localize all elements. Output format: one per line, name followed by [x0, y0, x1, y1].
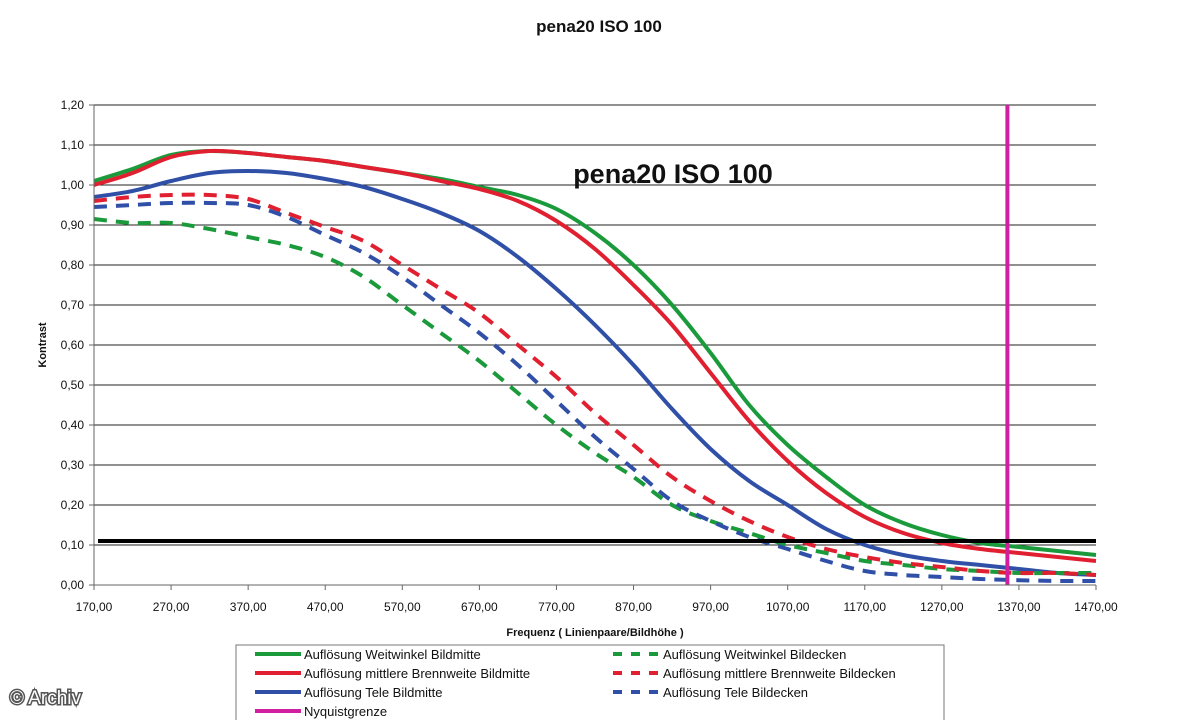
series-line-0 — [93, 148, 1097, 557]
series-line-1 — [93, 148, 1097, 563]
y-tick-label-4: 0,40 — [61, 418, 85, 432]
y-tick-label-6: 0,60 — [61, 338, 85, 352]
x-tick-label-8: 970,00 — [692, 600, 729, 614]
gridlines — [94, 104, 1096, 546]
legend-label-4: Auflösung mittlere Brennweite Bildecken — [663, 666, 896, 681]
y-tick-label-1: 0,10 — [61, 538, 85, 552]
y-tick-label-12: 1,20 — [61, 98, 85, 112]
y-axis-ticks: 0,00 0,10 0,20 0,30 0,40 0,50 0,60 0,70 0,80 0,90… — [61, 98, 94, 592]
x-tick-label-0: 170,00 — [76, 600, 113, 614]
x-tick-label-10: 1170,00 — [844, 600, 887, 614]
legend-label-6: Nyquistgrenze — [304, 704, 387, 719]
series-line-3 — [93, 217, 1096, 576]
y-tick-label-5: 0,50 — [61, 378, 85, 392]
legend: Auflösung Weitwinkel Bildmitte Auflösung … — [235, 644, 945, 720]
x-tick-label-7: 870,00 — [615, 600, 652, 614]
y-tick-label-7: 0,70 — [61, 298, 85, 312]
legend-label-0: Auflösung Weitwinkel Bildmitte — [304, 647, 481, 662]
x-tick-label-13: 1470,00 — [1074, 600, 1118, 614]
legend-label-1: Auflösung mittlere Brennweite Bildmitte — [304, 666, 530, 681]
legend-items: Auflösung Weitwinkel Bildmitte Auflösung … — [255, 647, 896, 719]
y-axis-label: Kontrast — [37, 322, 49, 368]
series-line-4 — [93, 192, 1097, 577]
legend-label-5: Auflösung Tele Bildecken — [663, 685, 808, 700]
x-tick-label-1: 270,00 — [153, 600, 190, 614]
x-axis-ticks: 170,00 270,00 370,00 470,00 570,00 670,00 770,… — [76, 585, 1118, 614]
y-tick-label-0: 0,00 — [61, 578, 85, 592]
y-tick-label-2: 0,20 — [61, 498, 85, 512]
x-tick-label-11: 1270,00 — [920, 600, 964, 614]
inner-chart-title: pena20 ISO 100 — [573, 159, 773, 189]
x-tick-label-6: 770,00 — [538, 600, 575, 614]
y-tick-label-8: 0,80 — [61, 258, 85, 272]
x-tick-label-4: 570,00 — [384, 600, 421, 614]
legend-label-3: Auflösung Weitwinkel Bildecken — [663, 647, 846, 662]
y-tick-label-3: 0,30 — [61, 458, 85, 472]
x-tick-label-12: 1370,00 — [997, 600, 1041, 614]
legend-label-2: Auflösung Tele Bildmitte — [304, 685, 443, 700]
y-tick-label-9: 0,90 — [61, 218, 85, 232]
x-tick-label-2: 370,00 — [230, 600, 267, 614]
x-tick-label-3: 470,00 — [307, 600, 344, 614]
copyright-credit: © Archiv — [10, 688, 82, 709]
y-tick-label-10: 1,00 — [61, 178, 85, 192]
x-axis-label: Frequenz ( Linienpaare/Bildhöhe ) — [506, 627, 684, 639]
chart-title: pena20 ISO 100 — [536, 17, 662, 36]
legend-box — [235, 644, 945, 720]
y-tick-label-11: 1,10 — [61, 138, 85, 152]
series-line-2 — [93, 168, 1097, 577]
x-tick-label-5: 670,00 — [461, 600, 498, 614]
x-tick-label-9: 1070,00 — [766, 600, 810, 614]
series-line-5 — [93, 200, 1097, 584]
